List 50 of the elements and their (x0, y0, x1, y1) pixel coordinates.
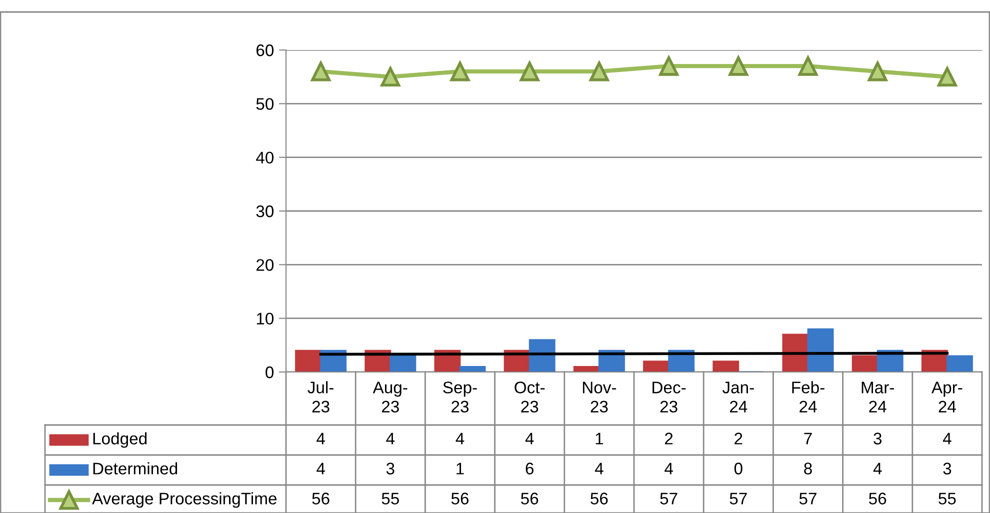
data-label: 56 (312, 492, 330, 504)
data-label: 4 (594, 462, 604, 474)
data-label: 55 (938, 492, 956, 504)
data-label: 55 (382, 492, 399, 504)
data-label: 2 (734, 432, 742, 444)
x-tick-label: Apr-24 (931, 382, 962, 412)
data-label: 3 (874, 432, 882, 444)
x-tick-label: Aug-23 (372, 382, 408, 413)
data-label: 56 (590, 492, 608, 504)
data-label: 7 (804, 432, 812, 444)
data-label: 1 (456, 462, 464, 474)
y-tick-label: 50 (256, 98, 274, 110)
data-label: 4 (386, 432, 395, 444)
y-tick-label: 20 (256, 259, 274, 271)
legend-label: Average ProcessingTime (92, 492, 277, 508)
x-tick-label: Feb-24 (792, 381, 824, 412)
x-tick-label: Oct-23 (514, 382, 545, 413)
x-tick-label: Dec-23 (652, 382, 686, 413)
x-tick-label: Jul-23 (308, 381, 334, 413)
data-label: 57 (799, 492, 816, 504)
data-label: 1 (596, 432, 604, 444)
y-tick-label: 10 (256, 312, 274, 325)
y-tick-label: 0 (266, 366, 274, 378)
y-tick-label: 30 (256, 205, 274, 218)
data-label: 4 (525, 432, 534, 444)
data-label: 4 (664, 462, 673, 474)
data-label: 4 (942, 432, 952, 444)
data-label: 4 (316, 432, 325, 444)
data-label: 56 (869, 492, 886, 504)
legend-label: Determined (93, 462, 178, 474)
x-tick-label: Jan-24 (722, 382, 754, 412)
data-label: 2 (665, 432, 673, 444)
data-label: 3 (943, 462, 952, 474)
data-label: 0 (734, 462, 742, 474)
data-label: 3 (386, 462, 394, 474)
data-label: 56 (521, 492, 538, 504)
x-tick-label: Nov-23 (582, 382, 616, 413)
y-tick-label: 60 (256, 44, 274, 56)
data-label: 6 (526, 462, 534, 474)
x-tick-label: Mar-24 (862, 382, 894, 412)
data-label: 4 (316, 462, 325, 474)
y-tick-label: 40 (256, 152, 274, 164)
x-tick-label: Sep-23 (443, 382, 477, 413)
data-label: 8 (804, 462, 812, 474)
data-label: 57 (730, 492, 747, 504)
data-label: 56 (451, 492, 469, 504)
legend-label: Lodged (93, 432, 147, 448)
data-label: 4 (456, 432, 464, 444)
data-label: 4 (873, 462, 882, 474)
data-label: 57 (660, 492, 678, 504)
